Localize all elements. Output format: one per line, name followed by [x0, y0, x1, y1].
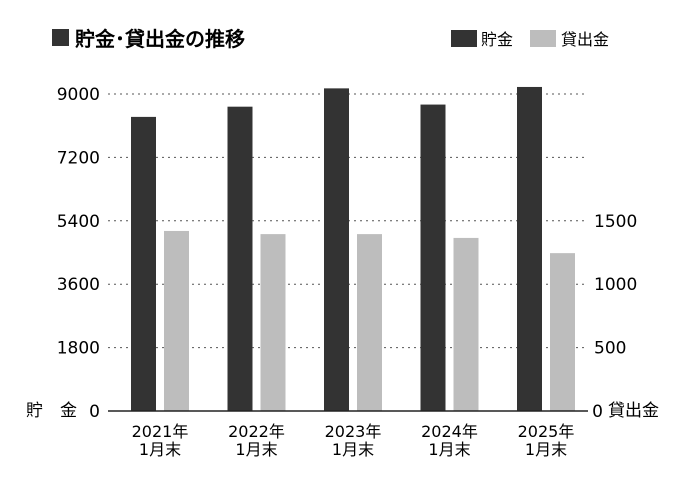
- category-label: 1月末: [428, 440, 470, 459]
- right-axis-ticks: 0 500 1000 1500: [592, 212, 637, 422]
- bar-loans-2: [357, 234, 382, 411]
- bar-savings-3: [420, 104, 446, 412]
- left-tick-label: 5400: [57, 212, 100, 232]
- bar-savings-4: [517, 86, 542, 411]
- category-label: 2023年: [325, 422, 382, 441]
- right-tick-label: 0: [592, 402, 603, 422]
- bar-loans-3: [453, 237, 479, 411]
- category-label: 2021年: [132, 422, 189, 441]
- category-label: 2024年: [421, 422, 478, 441]
- category-label: 1月末: [332, 440, 374, 459]
- category-label: 2025年: [518, 422, 575, 441]
- right-tick-label: 500: [594, 339, 626, 359]
- legend-label-loans: 貸出金: [561, 30, 609, 49]
- bar-loans-1: [260, 234, 286, 411]
- bar-savings-0: [131, 116, 156, 412]
- right-tick-label: 1000: [594, 275, 637, 295]
- right-axis-label: 貸出金: [608, 401, 659, 421]
- category-label: 1月末: [525, 440, 567, 459]
- left-tick-label: 3600: [57, 275, 100, 295]
- left-tick-label: 1800: [57, 339, 100, 359]
- bars: [131, 86, 575, 412]
- category-label: 1月末: [235, 440, 277, 459]
- left-axis-label: 貯 金: [26, 401, 77, 421]
- bar-loans-0: [164, 230, 189, 411]
- left-tick-label: 9000: [57, 85, 100, 105]
- legend-swatch-savings: [451, 30, 477, 47]
- left-axis-ticks: 0 1800 3600 5400 7200 9000: [57, 85, 100, 422]
- bar-savings-1: [227, 106, 253, 412]
- title-marker: [52, 29, 69, 46]
- right-tick-label: 1500: [594, 212, 637, 232]
- bar-loans-4: [550, 253, 575, 411]
- chart-title: 貯金･貸出金の推移: [75, 27, 245, 51]
- category-label: 1月末: [139, 440, 181, 459]
- left-tick-label: 7200: [57, 148, 100, 168]
- category-label: 2022年: [228, 422, 285, 441]
- left-tick-label: 0: [89, 402, 100, 422]
- legend-swatch-loans: [530, 30, 556, 47]
- bar-savings-2: [324, 88, 349, 411]
- legend-label-savings: 貯金: [481, 30, 513, 49]
